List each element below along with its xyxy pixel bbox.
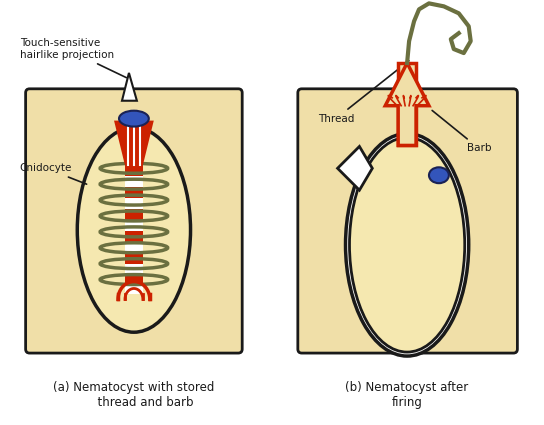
Polygon shape: [122, 73, 137, 101]
Polygon shape: [125, 220, 143, 231]
Polygon shape: [125, 198, 143, 209]
Text: (b) Nematocyst after
firing: (b) Nematocyst after firing: [345, 381, 469, 409]
Ellipse shape: [349, 138, 465, 352]
Text: Cnidocyte: Cnidocyte: [20, 163, 86, 184]
Polygon shape: [125, 242, 143, 253]
Text: Barb: Barb: [432, 110, 491, 153]
Polygon shape: [385, 63, 429, 145]
Polygon shape: [125, 231, 143, 242]
FancyBboxPatch shape: [26, 89, 242, 353]
Text: Touch-sensitive
hairlike projection: Touch-sensitive hairlike projection: [20, 38, 126, 78]
Ellipse shape: [77, 128, 190, 332]
Polygon shape: [398, 63, 416, 145]
Ellipse shape: [429, 167, 449, 183]
Polygon shape: [125, 187, 143, 198]
Polygon shape: [125, 176, 143, 187]
Polygon shape: [125, 286, 143, 295]
Polygon shape: [125, 275, 143, 286]
Polygon shape: [125, 165, 143, 176]
Polygon shape: [125, 253, 143, 264]
Polygon shape: [114, 121, 154, 165]
Polygon shape: [125, 209, 143, 220]
Ellipse shape: [345, 133, 469, 356]
FancyBboxPatch shape: [298, 89, 517, 353]
Text: (a) Nematocyst with stored
      thread and barb: (a) Nematocyst with stored thread and ba…: [53, 381, 214, 409]
Text: Thread: Thread: [318, 61, 409, 124]
Polygon shape: [338, 147, 372, 190]
Ellipse shape: [119, 110, 149, 127]
Polygon shape: [125, 264, 143, 275]
